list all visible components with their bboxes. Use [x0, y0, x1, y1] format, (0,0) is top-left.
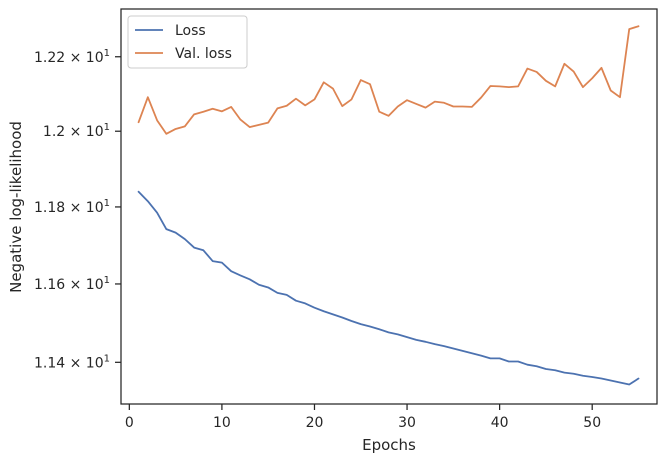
y-tick-label: 1.14 × 101 — [34, 353, 110, 371]
plot-frame — [120, 8, 658, 405]
legend-box — [127, 15, 248, 69]
legend-label-val-loss: Val. loss — [175, 46, 232, 62]
x-tick-label: 20 — [306, 415, 324, 431]
x-tick-label: 40 — [491, 415, 509, 431]
x-tick-label: 30 — [398, 415, 416, 431]
series-layer — [137, 25, 640, 386]
x-axis: 0 10 20 30 40 50 — [125, 404, 601, 431]
y-axis-label: Negative log-likelihood — [7, 121, 25, 293]
legend-label-loss: Loss — [175, 23, 206, 39]
x-tick-label: 0 — [125, 415, 134, 431]
y-tick-label: 1.18 × 101 — [34, 198, 110, 216]
x-axis-label: Epochs — [362, 436, 416, 454]
x-tick-label: 10 — [213, 415, 231, 431]
x-tick-label: 50 — [583, 415, 601, 431]
y-axis: 1.14 × 101 1.16 × 101 1.18 × 101 1.2 × 101 1… — [34, 48, 121, 371]
series-line-loss — [137, 190, 640, 386]
y-tick-label: 1.22 × 101 — [34, 48, 110, 66]
legend: Loss Val. loss — [127, 15, 248, 69]
y-tick-label: 1.2 × 101 — [43, 122, 110, 140]
series-line-val-loss — [137, 25, 640, 135]
y-tick-label: 1.16 × 101 — [34, 275, 110, 293]
